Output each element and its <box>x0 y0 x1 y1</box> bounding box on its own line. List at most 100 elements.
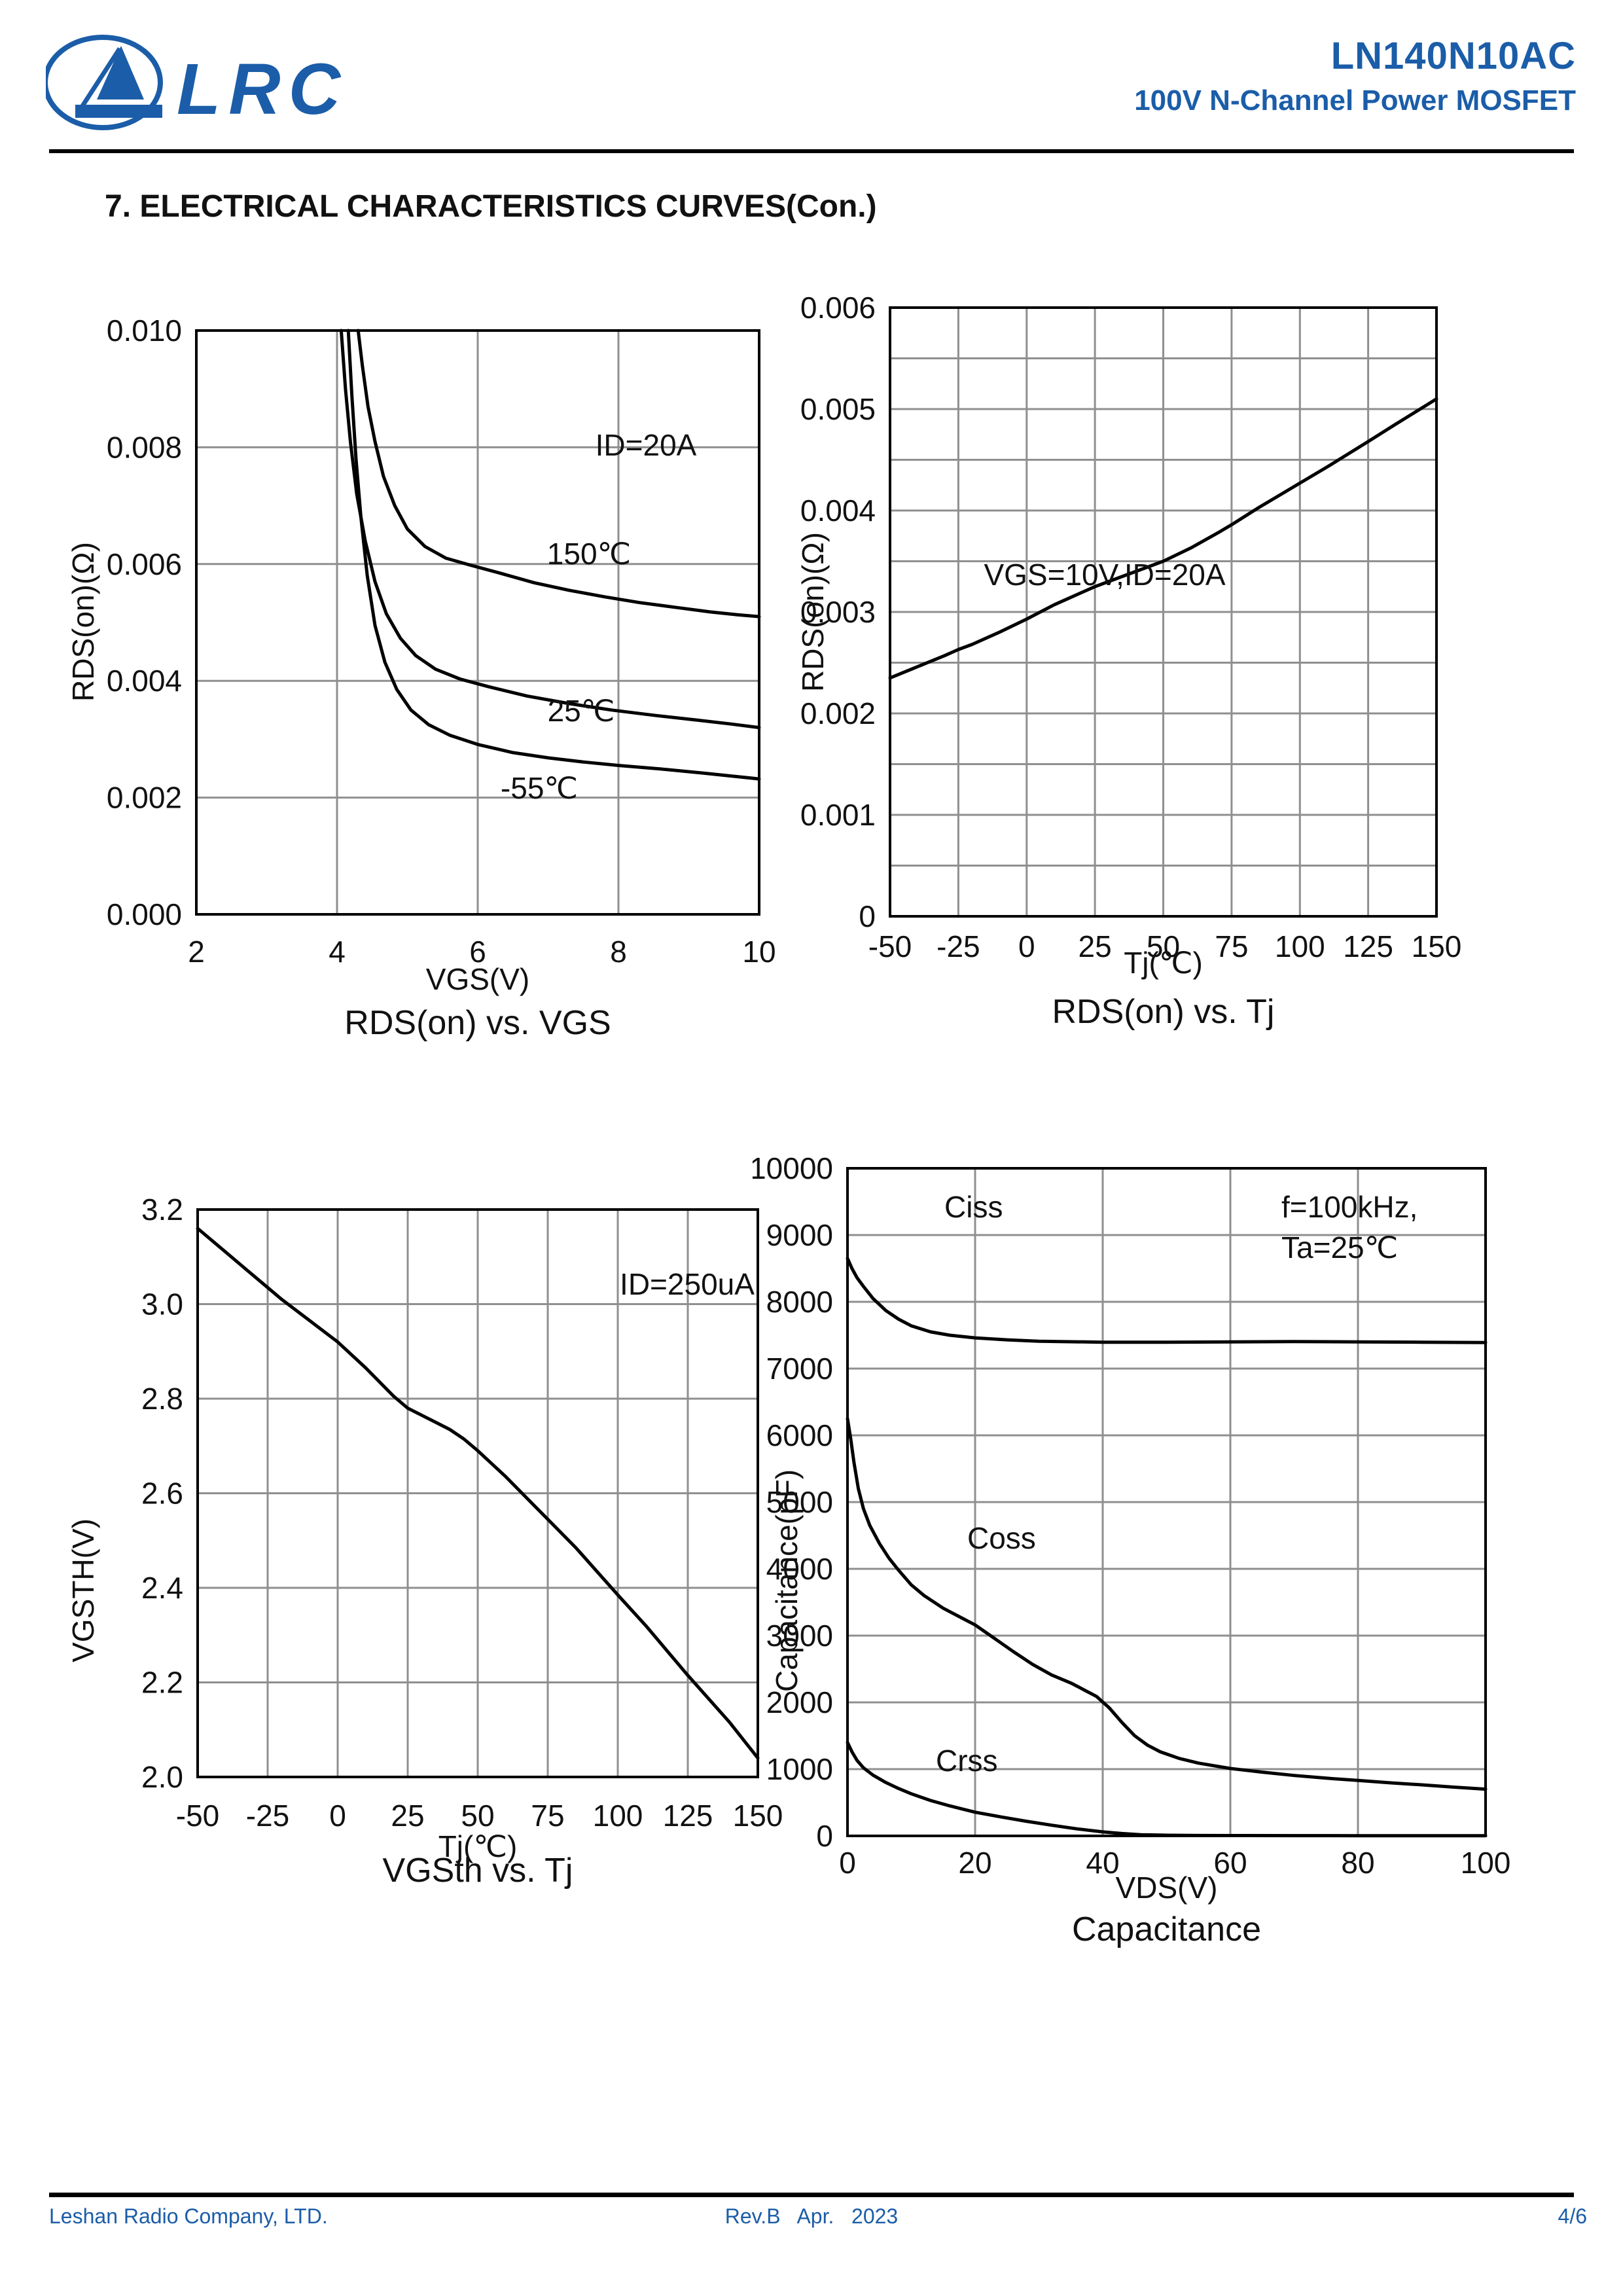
x-tick-label: 60 <box>1213 1846 1247 1880</box>
y-tick-label: 0 <box>816 1819 833 1853</box>
y-tick-label: 7000 <box>766 1352 833 1386</box>
y-tick-label: 8000 <box>766 1285 833 1319</box>
logo-boom-icon <box>75 105 162 118</box>
y-tick-label: 2.0 <box>141 1760 183 1794</box>
x-tick-label: 20 <box>958 1846 991 1880</box>
logo-mast-icon <box>78 47 122 111</box>
x-tick-label: 125 <box>1343 929 1393 963</box>
y-axis-label: Capacitance(pF) <box>770 1469 804 1692</box>
y-tick-label: 2.4 <box>141 1571 183 1605</box>
y-tick-label: 0.006 <box>800 291 876 325</box>
chart-svg-vgsth-tj: -50 -25 0 25 50 75 100 125 150 2.0 2.2 2.4 2.6 2.8 3.0… <box>66 1193 783 1890</box>
product-title: LN140N10AC <box>1330 35 1576 77</box>
annotation: -55℃ <box>501 771 578 805</box>
product-subtitle: 100V N-Channel Power MOSFET <box>1134 84 1576 117</box>
logo-text: LRC <box>177 49 348 130</box>
y-tick-label: 2.2 <box>141 1666 183 1700</box>
annotation: VGS=10V,ID=20A <box>984 558 1225 592</box>
x-tick-label: 0 <box>839 1846 856 1880</box>
y-tick-label: 0 <box>859 899 876 933</box>
annotation: ID=250uA <box>620 1267 755 1301</box>
x-tick-label: 25 <box>391 1799 424 1833</box>
x-tick-label: 150 <box>1412 929 1462 963</box>
x-tick-label: 10 <box>742 935 776 969</box>
x-tick-label: 80 <box>1341 1846 1374 1880</box>
x-tick-label: 4 <box>329 935 346 969</box>
curve-150C <box>356 329 761 619</box>
footer-company: Leshan Radio Company, LTD. <box>49 2204 328 2228</box>
curve-Coss <box>846 1417 1488 1791</box>
chart-capacitance: 0 20 40 60 80 100 0 1000 2000 3000 4000 5000 6000 700… <box>753 1152 1590 1970</box>
plot-border <box>889 306 1438 918</box>
chart-svg-rdson-vgs: 2 4 6 8 10 0.000 0.002 0.004 0.006 0.008 0.010 ID=2… <box>66 314 776 1042</box>
y-tick-label: 1000 <box>766 1752 833 1786</box>
x-tick-label: 40 <box>1086 1846 1119 1880</box>
chart-title: RDS(on) vs. VGS <box>344 1004 611 1042</box>
x-tick-label: -25 <box>936 929 980 963</box>
y-tick-label: 3.2 <box>141 1193 183 1227</box>
y-tick-label: 0.006 <box>107 547 182 581</box>
y-tick-label: 0.003 <box>800 595 876 629</box>
y-tick-label: 0.000 <box>107 897 182 931</box>
x-tick-label: 150 <box>733 1799 783 1833</box>
y-tick-label: 5000 <box>766 1485 833 1519</box>
x-tick-label: 25 <box>1079 929 1112 963</box>
y-tick-label: 0.004 <box>800 493 876 528</box>
y-tick-label: 6000 <box>766 1418 833 1452</box>
chart-rdson-vs-tj: -50 -25 0 25 50 75 100 125 150 0 0.001 0.002 0.003 0.… <box>785 262 1590 1067</box>
x-tick-label: 100 <box>1461 1846 1511 1880</box>
plot-border <box>196 1208 759 1778</box>
y-tick-label: 3000 <box>766 1619 833 1653</box>
logo-sail-icon <box>97 46 144 99</box>
x-tick-label: -25 <box>246 1799 289 1833</box>
y-tick-label: 0.001 <box>800 798 876 832</box>
curve--55C <box>346 329 761 781</box>
x-tick-label: 50 <box>461 1799 494 1833</box>
y-tick-label: 0.002 <box>107 781 182 815</box>
annotation: ID=20A <box>596 428 697 462</box>
lrc-logo-graphic: LRC <box>43 35 348 130</box>
x-axis-label: VDS(V) <box>1116 1871 1218 1905</box>
annotation: Ciss <box>944 1190 1003 1224</box>
chart-vgsth-vs-tj: -50 -25 0 25 50 75 100 125 150 2.0 2.2 2.4 2.6 2.8 3.0… <box>39 1152 798 1937</box>
chart-title: RDS(on) vs. Tj <box>1052 993 1275 1031</box>
x-axis-label: Tj(℃) <box>438 1829 518 1863</box>
y-tick-label: 2.8 <box>141 1382 183 1416</box>
y-tick-label: 0.004 <box>107 664 182 698</box>
annotation: Coss <box>967 1521 1036 1555</box>
y-tick-label: 0.008 <box>107 430 182 464</box>
x-axis-label: VGS(V) <box>426 962 529 996</box>
x-tick-label: -50 <box>176 1799 219 1833</box>
annotation: Crss <box>936 1744 998 1778</box>
x-axis-label: Tj(℃) <box>1124 946 1203 980</box>
footer-page-number: 4/6 <box>1558 2204 1587 2228</box>
x-tick-label: 2 <box>188 935 205 969</box>
y-tick-label: 9000 <box>766 1218 833 1252</box>
x-tick-label: 0 <box>329 1799 346 1833</box>
curve-rdson <box>888 397 1438 680</box>
x-tick-label: 50 <box>1147 929 1180 963</box>
curve-vgsth <box>196 1227 760 1760</box>
x-tick-label: 8 <box>610 935 627 969</box>
x-tick-label: 100 <box>593 1799 643 1833</box>
chart-svg-rdson-tj: -50 -25 0 25 50 75 100 125 150 0 0.001 0.002 0.003 0.… <box>796 291 1462 1031</box>
y-tick-label: 3.0 <box>141 1287 183 1321</box>
y-axis-label: RDS(on)(Ω) <box>66 542 100 702</box>
section-heading: 7. ELECTRICAL CHARACTERISTICS CURVES(Con… <box>105 189 877 224</box>
chart-rdson-vs-vgs: 2 4 6 8 10 0.000 0.002 0.004 0.006 0.008 0.010 ID=2… <box>39 288 798 1073</box>
x-tick-label: 6 <box>469 935 486 969</box>
header-title-block: LN140N10AC 100V N-Channel Power MOSFET <box>1134 34 1576 117</box>
y-axis-label: RDS(on)(Ω) <box>796 532 830 692</box>
curve-Crss <box>846 1740 1488 1838</box>
footer-revision: Rev.B Apr. 2023 <box>724 2204 899 2228</box>
chart-title: VGSth vs. Tj <box>383 1852 573 1890</box>
y-axis-label: VGSTH(V) <box>66 1518 100 1662</box>
annotation: 150℃ <box>547 537 631 571</box>
y-tick-label: 4000 <box>766 1552 833 1586</box>
plot-border <box>195 329 760 916</box>
x-tick-label: 75 <box>531 1799 564 1833</box>
annotation: 25℃ <box>548 694 615 728</box>
annotation: Ta=25℃ <box>1281 1230 1398 1265</box>
y-tick-label: 2.6 <box>141 1477 183 1511</box>
x-tick-label: 75 <box>1215 929 1248 963</box>
